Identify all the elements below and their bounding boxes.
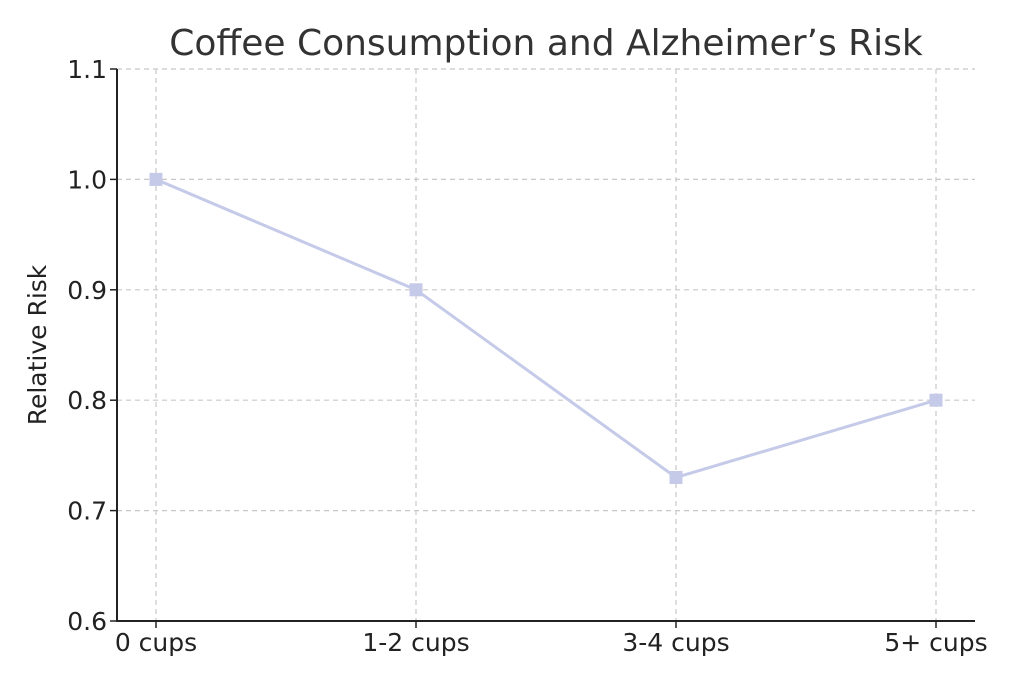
y-tick-label: 0.8 bbox=[67, 386, 107, 415]
axes bbox=[116, 69, 975, 622]
data-point-marker bbox=[929, 393, 943, 407]
series-line bbox=[155, 178, 937, 480]
data-point-marker bbox=[409, 283, 423, 297]
data-point-marker bbox=[149, 172, 163, 186]
y-tick-label: 0.7 bbox=[67, 497, 107, 526]
y-axis-label: Relative Risk bbox=[23, 264, 52, 425]
chart-title: Coffee Consumption and Alzheimer’s Risk bbox=[169, 23, 923, 64]
y-tick-label: 1.1 bbox=[67, 55, 107, 84]
y-tick-label: 0.9 bbox=[67, 276, 107, 305]
x-tick-label: 3-4 cups bbox=[622, 628, 729, 657]
x-tick-label: 1-2 cups bbox=[362, 628, 469, 657]
x-tick-label: 5+ cups bbox=[884, 628, 987, 657]
axis-ticks: 0.6 0.7 0.8 0.9 1.0 1.1 0 cups 1-2 cups 3-4 cups… bbox=[67, 55, 987, 657]
grid-lines bbox=[117, 68, 975, 622]
x-tick-label: 0 cups bbox=[115, 628, 197, 657]
data-point-marker bbox=[669, 470, 683, 484]
series bbox=[149, 172, 943, 484]
y-tick-label: 0.6 bbox=[67, 607, 107, 636]
y-tick-label: 1.0 bbox=[67, 165, 107, 194]
